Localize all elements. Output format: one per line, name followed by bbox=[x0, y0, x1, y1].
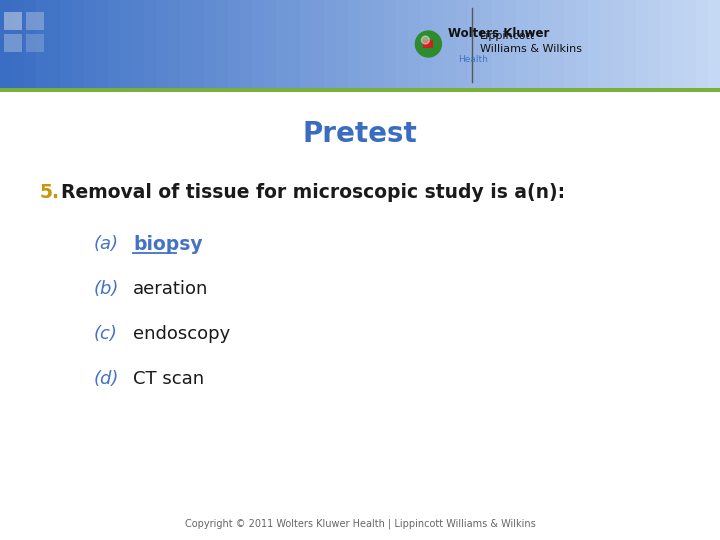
Bar bbox=[432, 0, 444, 88]
Bar bbox=[312, 0, 324, 88]
Bar bbox=[4, 12, 22, 30]
Bar bbox=[300, 0, 312, 88]
Bar bbox=[420, 0, 432, 88]
Bar bbox=[648, 0, 660, 88]
Bar bbox=[26, 34, 44, 52]
Bar bbox=[228, 0, 240, 88]
Bar bbox=[636, 0, 648, 88]
Bar bbox=[456, 0, 468, 88]
Bar bbox=[384, 0, 396, 88]
Bar bbox=[444, 0, 456, 88]
Bar bbox=[504, 0, 516, 88]
Bar bbox=[408, 0, 420, 88]
Bar bbox=[348, 0, 360, 88]
Bar bbox=[288, 0, 300, 88]
Bar bbox=[168, 0, 180, 88]
Bar bbox=[612, 0, 624, 88]
Bar bbox=[192, 0, 204, 88]
Bar bbox=[264, 0, 276, 88]
Text: (a): (a) bbox=[94, 235, 119, 253]
Bar bbox=[660, 0, 672, 88]
Bar bbox=[696, 0, 708, 88]
Bar bbox=[4, 34, 22, 52]
Bar bbox=[684, 0, 696, 88]
Bar bbox=[120, 0, 132, 88]
Bar bbox=[552, 0, 564, 88]
Bar bbox=[72, 0, 84, 88]
Bar bbox=[276, 0, 288, 88]
Text: (d): (d) bbox=[94, 370, 119, 388]
Bar bbox=[36, 0, 48, 88]
Bar bbox=[528, 0, 540, 88]
Text: endoscopy: endoscopy bbox=[133, 325, 230, 343]
Bar bbox=[672, 0, 684, 88]
Bar bbox=[180, 0, 192, 88]
Bar bbox=[624, 0, 636, 88]
Bar bbox=[26, 12, 44, 30]
Bar bbox=[60, 0, 72, 88]
Bar bbox=[156, 0, 168, 88]
Bar bbox=[0, 88, 720, 92]
Text: biopsy: biopsy bbox=[133, 234, 203, 253]
Bar bbox=[24, 0, 36, 88]
Bar bbox=[708, 0, 720, 88]
Bar bbox=[480, 0, 492, 88]
Bar bbox=[564, 0, 576, 88]
Text: CT scan: CT scan bbox=[133, 370, 204, 388]
Bar bbox=[600, 0, 612, 88]
Text: Pretest: Pretest bbox=[302, 120, 418, 148]
Bar bbox=[372, 0, 384, 88]
Text: 5.: 5. bbox=[40, 183, 60, 201]
Bar bbox=[576, 0, 588, 88]
Bar bbox=[96, 0, 108, 88]
Text: Copyright © 2011 Wolters Kluwer Health | Lippincott Williams & Wilkins: Copyright © 2011 Wolters Kluwer Health |… bbox=[184, 519, 536, 529]
Text: Removal of tissue for microscopic study is a(n):: Removal of tissue for microscopic study … bbox=[61, 183, 565, 201]
Bar bbox=[12, 0, 24, 88]
Text: (c): (c) bbox=[94, 325, 117, 343]
Bar bbox=[252, 0, 264, 88]
Circle shape bbox=[415, 31, 441, 57]
Bar bbox=[588, 0, 600, 88]
Bar bbox=[468, 0, 480, 88]
Circle shape bbox=[421, 36, 429, 44]
Bar bbox=[336, 0, 348, 88]
Text: (b): (b) bbox=[94, 280, 119, 298]
Bar bbox=[540, 0, 552, 88]
Text: Health: Health bbox=[458, 55, 487, 64]
Bar bbox=[204, 0, 216, 88]
Bar bbox=[216, 0, 228, 88]
Bar bbox=[132, 0, 144, 88]
Bar bbox=[516, 0, 528, 88]
Bar bbox=[360, 0, 372, 88]
Bar bbox=[0, 0, 12, 88]
Bar bbox=[240, 0, 252, 88]
Text: aeration: aeration bbox=[133, 280, 209, 298]
Text: Wolters Kluwer: Wolters Kluwer bbox=[448, 27, 549, 40]
Bar bbox=[144, 0, 156, 88]
Text: Lippincott
Williams & Wilkins: Lippincott Williams & Wilkins bbox=[480, 31, 582, 53]
Bar bbox=[492, 0, 504, 88]
Bar bbox=[423, 40, 433, 48]
Bar bbox=[48, 0, 60, 88]
Bar bbox=[396, 0, 408, 88]
Bar bbox=[324, 0, 336, 88]
Bar bbox=[84, 0, 96, 88]
Bar bbox=[108, 0, 120, 88]
